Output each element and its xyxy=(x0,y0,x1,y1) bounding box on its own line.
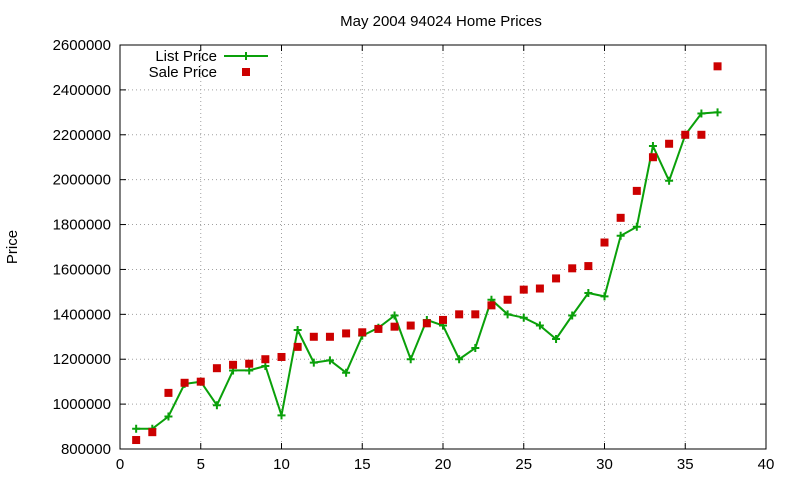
list-price-point xyxy=(616,231,625,240)
sale-price-point xyxy=(229,360,238,369)
sale-price-point xyxy=(519,285,528,294)
x-tick-label: 10 xyxy=(273,456,290,473)
list-price-point xyxy=(212,401,221,410)
list-price-point xyxy=(164,412,173,421)
y-tick-label: 1200000 xyxy=(53,351,111,368)
list-price-point xyxy=(471,344,480,352)
sale-price-point xyxy=(648,153,657,162)
list-price-point xyxy=(406,355,415,364)
list-price-point xyxy=(584,289,593,298)
list-price-point xyxy=(309,358,318,367)
sale-price-point xyxy=(196,377,205,386)
sale-price-point xyxy=(374,324,383,333)
list-price-point xyxy=(600,292,609,301)
list-price-point xyxy=(568,311,577,320)
x-tick-label: 25 xyxy=(515,456,532,473)
list-price-point xyxy=(503,310,512,319)
sale-price-point xyxy=(325,332,334,341)
sale-price-point xyxy=(164,388,173,397)
sale-price-point xyxy=(535,284,544,293)
sale-price-point xyxy=(697,130,706,139)
list-price-point xyxy=(342,368,351,377)
sale-price-point xyxy=(358,328,367,337)
y-tick-label: 2000000 xyxy=(53,172,111,189)
list-price-point xyxy=(132,424,141,433)
sale-price-point xyxy=(471,310,480,319)
sale-price-point xyxy=(422,319,431,328)
x-tick-label: 15 xyxy=(354,456,371,473)
sale-price-point xyxy=(293,342,302,351)
sale-price-point xyxy=(665,139,674,148)
x-tick-label: 35 xyxy=(677,456,694,473)
sale-price-point xyxy=(552,274,561,283)
y-tick-label: 2200000 xyxy=(53,127,111,144)
legend-label: Sale Price xyxy=(149,64,217,81)
sale-price-point xyxy=(503,295,512,304)
sale-price-point xyxy=(245,359,254,368)
list-price-point xyxy=(325,356,334,365)
x-tick-label: 0 xyxy=(116,456,124,473)
y-axis-label: Price xyxy=(4,230,21,264)
list-price-point xyxy=(552,335,561,344)
sale-price-point xyxy=(439,315,447,324)
legend-square-swatch xyxy=(242,68,250,76)
sale-price-point xyxy=(632,186,641,195)
sale-price-point xyxy=(600,238,609,247)
y-tick-label: 800000 xyxy=(61,441,111,458)
sale-price-point xyxy=(212,364,221,373)
y-tick-label: 2600000 xyxy=(53,37,111,54)
sale-price-point xyxy=(148,428,157,437)
x-tick-label: 30 xyxy=(596,456,613,473)
sale-price-point xyxy=(616,213,625,222)
sale-price-point xyxy=(180,378,189,387)
sale-price-point xyxy=(277,352,286,361)
sale-price-point xyxy=(261,355,270,364)
list-price-line xyxy=(136,111,718,430)
axes: 0 5 10 15 20 25 30 35 40 800000 1000000 1200000 1400… xyxy=(53,37,775,473)
legend-label: List Price xyxy=(155,48,217,65)
sale-price-point xyxy=(568,264,577,273)
y-tick-label: 2400000 xyxy=(53,82,111,99)
sale-price-point xyxy=(584,262,593,271)
x-tick-label: 20 xyxy=(435,456,452,473)
list-price-point xyxy=(648,142,657,150)
x-tick-label: 5 xyxy=(197,456,205,473)
sale-price-point xyxy=(309,332,318,341)
y-tick-label: 1800000 xyxy=(53,217,111,234)
y-tick-label: 1000000 xyxy=(53,396,111,413)
list-price-point xyxy=(277,411,286,420)
list-price-point xyxy=(632,222,641,231)
chart-title: May 2004 94024 Home Prices xyxy=(340,13,542,30)
list-price-point xyxy=(535,321,544,330)
list-price-point xyxy=(713,108,722,117)
sale-price-point xyxy=(390,322,399,331)
sale-price-point xyxy=(487,301,496,310)
sale-price-point xyxy=(132,436,141,445)
list-price-point xyxy=(455,355,464,364)
list-price-point xyxy=(665,176,674,185)
y-tick-label: 1600000 xyxy=(53,261,111,278)
x-tick-label: 40 xyxy=(758,456,775,473)
series xyxy=(132,62,722,445)
sale-price-point xyxy=(342,329,351,338)
list-price-point xyxy=(245,366,254,375)
sale-price-point xyxy=(713,62,722,71)
grid xyxy=(120,45,766,449)
list-price-point xyxy=(697,109,706,118)
legend-cross-swatch xyxy=(242,52,250,60)
list-price-point xyxy=(293,326,302,335)
sale-price-point xyxy=(455,310,464,319)
list-price-point xyxy=(261,361,270,370)
sale-price-point xyxy=(681,130,690,139)
sale-price-point xyxy=(406,321,415,330)
y-tick-label: 1400000 xyxy=(53,306,111,323)
list-price-point xyxy=(390,311,399,320)
list-price-point xyxy=(519,313,528,322)
